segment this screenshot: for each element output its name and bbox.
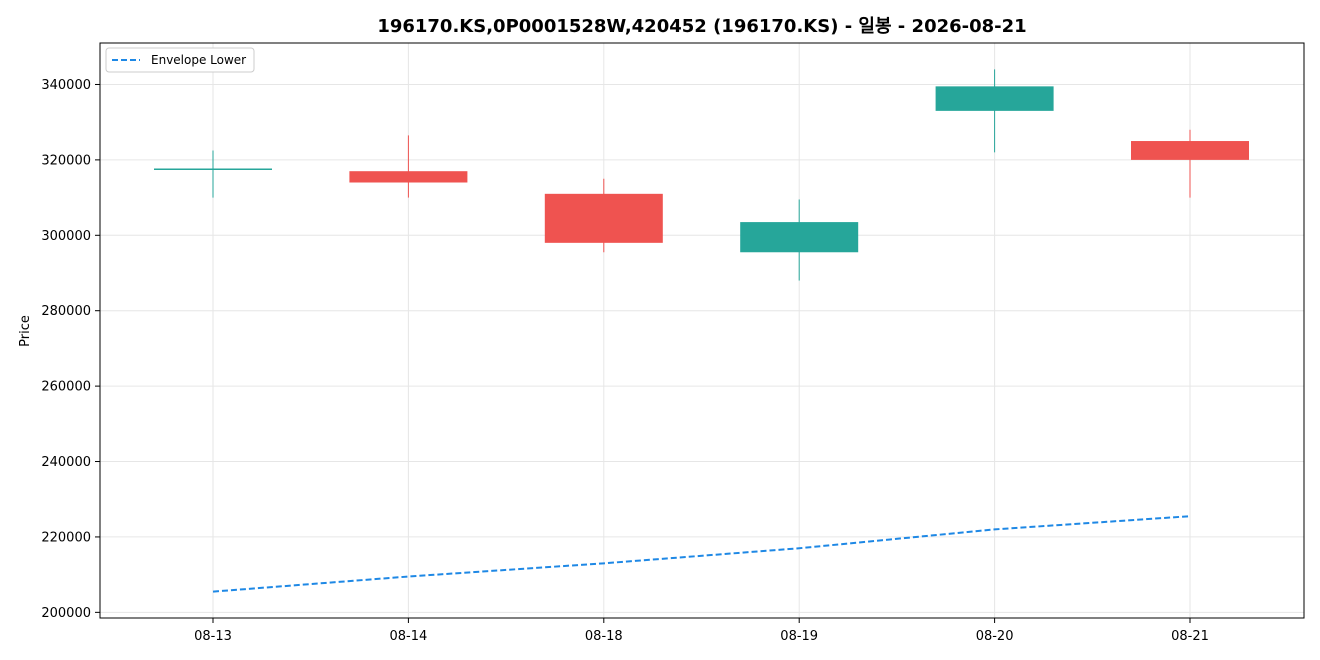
y-tick-label: 300000: [41, 229, 91, 244]
legend-box: [105, 47, 255, 73]
y-tick-label: 280000: [41, 304, 91, 319]
legend: Envelope Lower: [105, 47, 255, 73]
plot-frame: [99, 42, 1305, 619]
y-tick-label: 340000: [41, 78, 91, 93]
y-axis: 200000 220000 240000 260000 280000 300000 3200…: [41, 78, 100, 621]
chart-title: 196170.KS,0P0001528W,420452 (196170.KS) …: [377, 16, 1027, 37]
y-tick-label: 220000: [41, 530, 91, 545]
x-tick-label: 08-21: [1171, 629, 1209, 644]
envelope-lower-line: [212, 515, 1191, 593]
y-tick-label: 320000: [41, 153, 91, 168]
candle-body: [544, 193, 663, 243]
y-axis-label: Price: [18, 315, 33, 347]
candle-body: [349, 171, 468, 183]
y-tick-label: 260000: [41, 380, 91, 395]
envelope-lower-layer: [212, 515, 1191, 593]
x-tick-label: 08-20: [976, 629, 1014, 644]
y-tick-label: 240000: [41, 455, 91, 470]
candle-body: [1131, 141, 1249, 160]
x-axis: 08-13 08-14 08-18 08-19 08-20 08-21: [194, 618, 1209, 644]
candle-body: [740, 222, 859, 253]
y-tick-label: 200000: [41, 606, 91, 621]
candle-body: [935, 86, 1054, 111]
x-tick-label: 08-18: [585, 629, 623, 644]
x-tick-label: 08-14: [390, 629, 428, 644]
x-tick-label: 08-13: [194, 629, 232, 644]
legend-label: Envelope Lower: [151, 53, 246, 67]
grid-lines: [100, 43, 1304, 618]
candles: [154, 69, 1249, 281]
x-tick-label: 08-19: [780, 629, 818, 644]
